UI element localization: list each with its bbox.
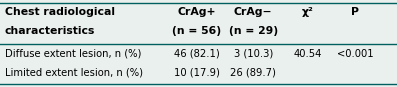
Text: CrAg−: CrAg−: [234, 7, 273, 17]
Text: 10 (17.9): 10 (17.9): [173, 68, 220, 78]
Text: characteristics: characteristics: [5, 26, 95, 36]
Text: 40.54: 40.54: [293, 49, 322, 59]
Text: 3 (10.3): 3 (10.3): [234, 49, 273, 59]
Text: 26 (89.7): 26 (89.7): [230, 68, 276, 78]
Text: CrAg+: CrAg+: [177, 7, 216, 17]
Text: 46 (82.1): 46 (82.1): [173, 49, 220, 59]
Text: Diffuse extent lesion, n (%): Diffuse extent lesion, n (%): [5, 49, 141, 59]
Text: <0.001: <0.001: [337, 49, 374, 59]
Text: (n = 56): (n = 56): [172, 26, 221, 36]
Text: (n = 29): (n = 29): [229, 26, 278, 36]
Text: P: P: [351, 7, 359, 17]
Text: Chest radiological: Chest radiological: [5, 7, 115, 17]
Text: Limited extent lesion, n (%): Limited extent lesion, n (%): [5, 68, 143, 78]
Text: χ²: χ²: [302, 7, 314, 17]
